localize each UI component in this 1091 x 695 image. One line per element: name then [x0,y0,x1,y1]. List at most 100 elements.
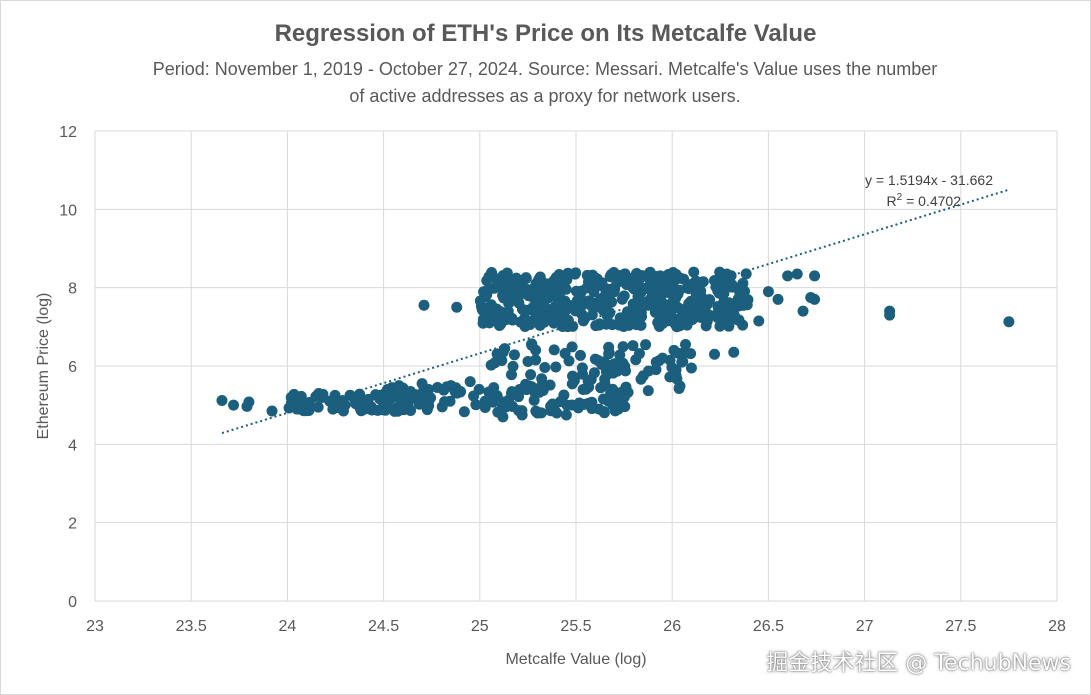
data-point [588,367,600,379]
data-point [483,386,495,398]
y-tick-label: 12 [59,124,77,141]
data-point [458,406,470,418]
data-point [285,391,297,403]
data-point [678,347,690,359]
data-point [559,306,571,318]
data-point [228,399,240,411]
data-point [618,290,630,302]
data-point [597,304,609,316]
data-point [710,281,722,293]
data-point [600,318,612,330]
chart-subtitle-line-2: of active addresses as a proxy for netwo… [349,86,741,106]
data-point [558,389,570,401]
data-point [470,399,482,411]
x-tick-label: 26 [663,618,681,635]
data-point [688,266,700,278]
data-point [528,394,540,406]
x-tick-label: 25.5 [560,618,591,635]
watermark: 掘金技术社区 @ TechubNews [766,651,1071,676]
data-point [501,267,513,279]
data-point [503,297,515,309]
x-tick-label: 25 [471,618,489,635]
data-point [673,382,685,394]
data-point [533,274,545,286]
data-point [372,404,384,416]
trendline [221,188,1010,435]
data-point [512,291,524,303]
data-point [809,293,821,305]
data-point [690,275,702,287]
data-point [1003,316,1015,328]
data-point [701,299,713,311]
data-point [884,309,896,321]
data-point [709,348,721,360]
y-axis-title: Ethereum Price (log) [35,293,52,440]
data-point [425,392,437,404]
data-point [740,268,752,280]
data-points [216,266,1015,423]
data-point [586,396,598,408]
data-point [485,359,497,371]
data-point [627,340,639,352]
data-point [809,270,821,282]
data-point [640,339,652,351]
data-point [572,402,584,414]
data-point [497,411,509,423]
data-point [374,389,386,401]
data-point [579,312,591,324]
data-point [724,313,736,325]
data-point [595,382,607,394]
data-point [339,399,351,411]
y-tick-label: 10 [59,202,77,219]
data-point [611,275,623,287]
data-point [559,347,571,359]
data-point [312,401,324,413]
data-point [753,315,765,327]
data-point [609,283,621,295]
x-tick-label: 27.5 [945,618,976,635]
data-point [617,341,629,353]
data-point [493,280,505,292]
data-point [362,401,374,413]
data-point [479,395,491,407]
data-point [637,370,649,382]
data-point [791,268,803,280]
trendline-r-squared: R2 = 0.4702 [887,192,962,209]
data-point [547,307,559,319]
data-point [589,272,601,284]
data-point [657,318,669,330]
data-point [600,288,612,300]
data-point [464,376,476,388]
data-point [772,293,784,305]
data-point [506,369,518,381]
data-point [614,388,626,400]
data-point [416,392,428,404]
data-point [712,300,724,312]
data-point [657,352,669,364]
x-axis-title: Metcalfe Value (log) [505,651,646,668]
data-point [504,277,516,289]
data-point [548,344,560,356]
data-point [674,272,686,284]
data-point [642,385,654,397]
data-point [605,386,617,398]
data-point [676,356,688,368]
data-point [516,409,528,421]
data-point [431,382,443,394]
data-point [566,378,578,390]
x-tick-label: 24.5 [368,618,399,635]
data-point [535,286,547,298]
y-tick-label: 0 [68,594,77,611]
data-point [317,388,329,400]
data-point [735,281,747,293]
data-point [528,305,540,317]
data-point [547,280,559,292]
data-point [668,344,680,356]
data-point [550,361,562,373]
data-point [216,394,228,406]
data-point [635,269,647,281]
data-point [603,348,615,360]
x-tick-label: 27 [856,618,874,635]
data-point [570,298,582,310]
data-point [588,286,600,298]
